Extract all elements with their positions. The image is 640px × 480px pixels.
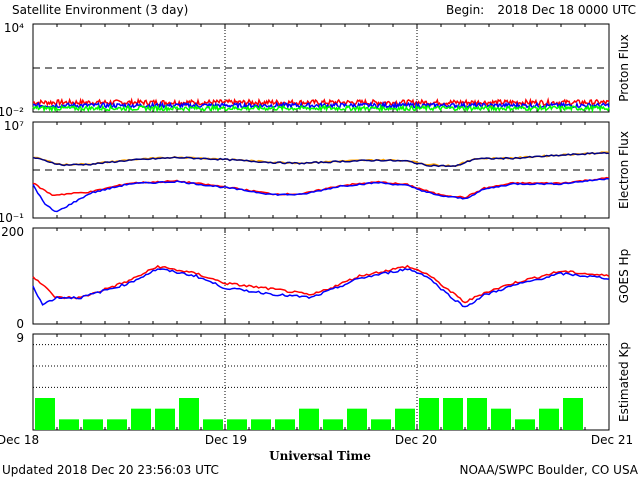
estimated-kp-bar — [83, 419, 103, 430]
chart-title: Satellite Environment (3 day) — [12, 3, 188, 17]
estimated-kp-bar — [467, 398, 487, 430]
electron-flux-y-tick-top: 10⁷ — [4, 119, 24, 133]
proton-flux-y-tick-bottom: 10⁻² — [0, 105, 24, 119]
electron-flux-series-navy — [32, 151, 610, 168]
estimated-kp-bar — [107, 419, 127, 430]
goes-hp-frame — [32, 227, 610, 325]
begin-label: Begin: — [446, 3, 484, 17]
estimated-kp-bar — [251, 419, 271, 430]
begin-value: 2018 Dec 18 0000 UTC — [497, 3, 636, 17]
electron-flux-series-red — [32, 176, 610, 200]
x-tick-dec-19: Dec 19 — [205, 433, 247, 447]
estimated-kp-bar — [347, 408, 367, 430]
estimated-kp-bar — [299, 408, 319, 430]
goes-hp-y-tick-bottom: 0 — [16, 317, 24, 331]
credit-text: NOAA/SWPC Boulder, CO USA — [460, 463, 639, 477]
estimated-kp-bar — [131, 408, 151, 430]
electron-flux-y-tick-bottom: 10⁻¹ — [0, 211, 24, 225]
estimated-kp-bar — [203, 419, 223, 430]
estimated-kp-bar — [491, 408, 511, 430]
estimated-kp-bar — [539, 408, 559, 430]
proton-flux-series-blue — [32, 100, 610, 111]
x-axis-label: Universal Time — [269, 449, 371, 463]
estimated-kp-bar — [323, 419, 343, 430]
electron-flux-series-orange — [33, 151, 610, 167]
goes-hp-y-tick-top: 200 — [1, 225, 24, 239]
x-tick-dec-21: Dec 21 — [591, 433, 633, 447]
estimated-kp-bar — [59, 419, 79, 430]
panels: Proton Flux 10⁴ 10⁻² Electron Flux 10⁷ 10⁻¹ GO… — [0, 21, 631, 431]
estimated-kp-bar — [155, 408, 175, 430]
estimated-kp-bar — [35, 398, 55, 430]
estimated-kp-bar — [179, 398, 199, 430]
electron-flux-y-label: Electron Flux — [617, 131, 631, 209]
electron-flux-series-blue — [32, 177, 610, 213]
estimated-kp-bar — [227, 419, 247, 430]
x-tick-dec-18: Dec 18 — [0, 433, 39, 447]
proton-flux-y-label: Proton Flux — [617, 34, 631, 101]
estimated-kp-bar — [515, 419, 535, 430]
estimated-kp-y-label: Estimated Kp — [617, 342, 631, 422]
proton-flux-series-green — [32, 103, 610, 114]
updated-timestamp: Updated 2018 Dec 20 23:56:03 UTC — [2, 463, 219, 477]
estimated-kp-bar — [275, 419, 295, 430]
estimated-kp-bar — [419, 398, 439, 430]
estimated-kp-bar — [371, 419, 391, 430]
goes-hp-series-blue — [32, 267, 610, 308]
estimated-kp-bar — [395, 408, 415, 430]
x-tick-dec-20: Dec 20 — [395, 433, 437, 447]
estimated-kp-y-tick-top: 9 — [16, 331, 24, 345]
proton-flux-y-tick-top: 10⁴ — [4, 21, 24, 35]
estimated-kp-frame — [32, 333, 610, 431]
estimated-kp-bar — [443, 398, 463, 430]
goes-hp-series-red — [32, 264, 610, 304]
goes-hp-y-label: GOES Hp — [617, 249, 631, 303]
estimated-kp-bar — [563, 398, 583, 430]
